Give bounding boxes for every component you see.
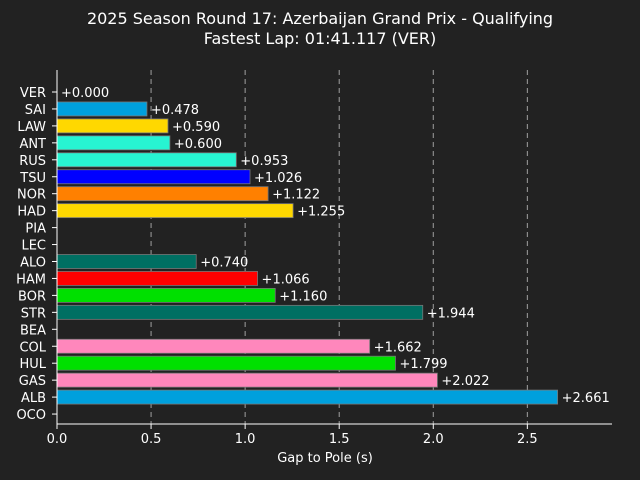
- y-tick-label: STR: [21, 306, 46, 321]
- x-tick-label: 2.0: [423, 432, 444, 447]
- y-tick-label: HUL: [19, 357, 46, 372]
- chart-subtitle: Fastest Lap: 01:41.117 (VER): [204, 29, 437, 48]
- y-tick-label: VER: [20, 86, 46, 101]
- x-tick-label: 2.5: [517, 432, 538, 447]
- y-tick-label: RUS: [19, 154, 46, 169]
- y-tick-label: SAI: [25, 103, 46, 118]
- bar-tsu: [56, 169, 251, 185]
- data-label: +1.026: [254, 171, 302, 186]
- y-tick-label: BOR: [18, 289, 46, 304]
- bar-sai: [56, 101, 148, 117]
- data-label: +0.600: [174, 137, 222, 152]
- y-tick-label: LEC: [21, 239, 46, 254]
- bar-bor: [56, 287, 276, 303]
- bar-nor: [56, 186, 269, 202]
- data-label: +2.661: [562, 391, 610, 406]
- y-tick-label: BEA: [20, 323, 46, 338]
- chart-title: 2025 Season Round 17: Azerbaijan Grand P…: [87, 9, 553, 28]
- bar-ant: [56, 135, 171, 151]
- bar-ham: [56, 271, 258, 286]
- bar-str: [56, 304, 424, 320]
- data-label: +0.953: [240, 154, 288, 169]
- y-tick-label: ALB: [21, 391, 46, 406]
- bar-had: [56, 203, 294, 219]
- data-label: +0.000: [61, 86, 109, 101]
- x-tick-label: 0.5: [141, 432, 162, 447]
- data-label: +1.066: [262, 272, 310, 287]
- y-tick-label: HAD: [17, 205, 46, 220]
- x-axis-label: Gap to Pole (s): [277, 451, 373, 466]
- data-label: +0.478: [151, 103, 199, 118]
- y-tick-label: LAW: [17, 120, 46, 135]
- data-label: +0.590: [172, 120, 220, 135]
- y-tick-label: ANT: [19, 137, 46, 152]
- bar-gas: [56, 372, 438, 388]
- data-label: +1.255: [297, 205, 345, 220]
- y-tick-label: GAS: [19, 374, 46, 389]
- y-tick-label: OCO: [16, 408, 46, 423]
- data-label: +1.662: [374, 340, 422, 355]
- axes: 0.0 0.5 1.0 1.5 2.0 2.5 VER SAI LAW ANT RUS TSU NOR H…: [16, 70, 612, 447]
- bar-law: [56, 118, 169, 134]
- bar-col: [56, 338, 371, 354]
- bars: +0.000 +0.478 +0.590 +0.600 +0.953 +1.026 +1.1…: [56, 86, 610, 406]
- y-tick-label: COL: [19, 340, 46, 355]
- data-label: +1.799: [399, 357, 447, 372]
- bar-rus: [56, 152, 237, 168]
- bar-alb: [56, 389, 559, 405]
- data-label: +1.160: [279, 289, 327, 304]
- data-label: +2.022: [441, 374, 489, 389]
- x-tick-label: 1.0: [235, 432, 256, 447]
- data-label: +1.944: [427, 306, 475, 321]
- y-tick-label: ALO: [20, 256, 46, 271]
- bar-alo: [56, 254, 197, 269]
- bar-hul: [56, 355, 396, 371]
- y-tick-label: TSU: [19, 171, 46, 186]
- y-tick-label: PIA: [25, 222, 46, 237]
- y-tick-label: HAM: [16, 272, 46, 287]
- y-tick-label: NOR: [17, 188, 46, 203]
- x-tick-label: 0.0: [47, 432, 68, 447]
- data-label: +1.122: [272, 188, 320, 203]
- x-tick-label: 1.5: [329, 432, 350, 447]
- data-label: +0.740: [200, 256, 248, 271]
